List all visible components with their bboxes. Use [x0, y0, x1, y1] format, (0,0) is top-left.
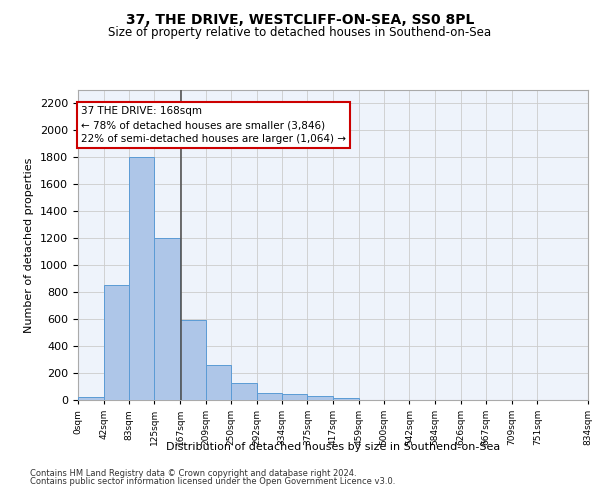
Text: 37 THE DRIVE: 168sqm
← 78% of detached houses are smaller (3,846)
22% of semi-de: 37 THE DRIVE: 168sqm ← 78% of detached h…	[81, 106, 346, 144]
Bar	[307, 396, 333, 400]
Bar	[104, 286, 129, 400]
Text: Size of property relative to detached houses in Southend-on-Sea: Size of property relative to detached ho…	[109, 26, 491, 39]
Bar	[231, 383, 257, 400]
Bar	[333, 398, 359, 400]
Bar	[78, 396, 104, 400]
Text: 37, THE DRIVE, WESTCLIFF-ON-SEA, SS0 8PL: 37, THE DRIVE, WESTCLIFF-ON-SEA, SS0 8PL	[126, 12, 474, 26]
Bar	[257, 394, 282, 400]
Text: Distribution of detached houses by size in Southend-on-Sea: Distribution of detached houses by size …	[166, 442, 500, 452]
Y-axis label: Number of detached properties: Number of detached properties	[25, 158, 34, 332]
Bar	[180, 320, 206, 400]
Bar	[154, 238, 180, 400]
Text: Contains HM Land Registry data © Crown copyright and database right 2024.: Contains HM Land Registry data © Crown c…	[30, 468, 356, 477]
Bar	[282, 394, 307, 400]
Text: Contains public sector information licensed under the Open Government Licence v3: Contains public sector information licen…	[30, 477, 395, 486]
Bar	[129, 158, 154, 400]
Bar	[206, 365, 231, 400]
